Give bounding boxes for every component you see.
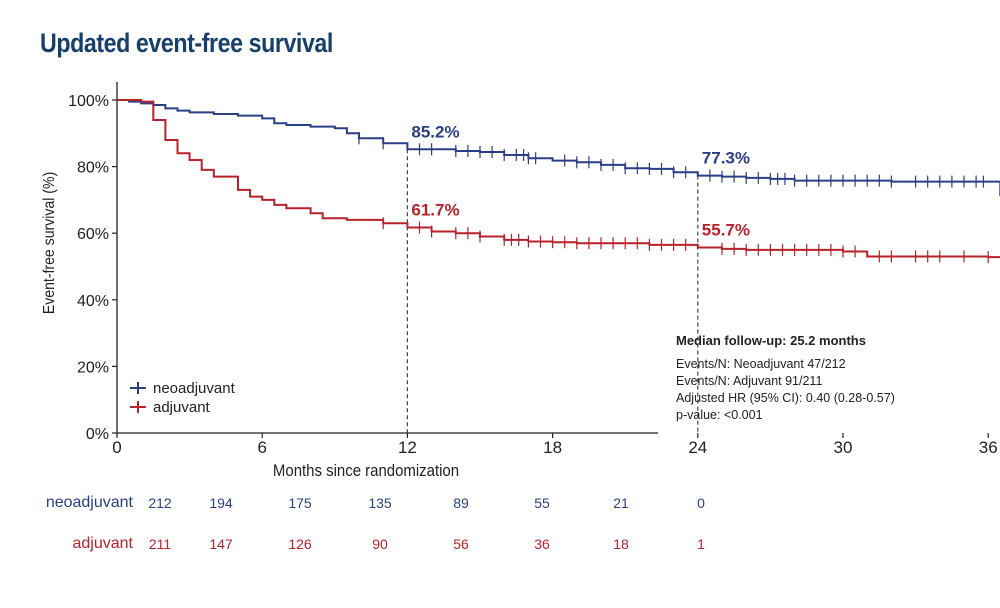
y-tick-label: 40% — [77, 293, 109, 310]
risk-cell: 21 — [613, 495, 629, 511]
survival-annotation: 77.3% — [702, 149, 750, 168]
risk-cell: 1 — [697, 536, 705, 552]
x-tick-label: 36 — [979, 438, 998, 457]
risk-cell: 18 — [613, 536, 629, 552]
x-tick-label: 12 — [398, 438, 417, 457]
risk-cell: 175 — [288, 495, 312, 511]
stats-line: Events/N: Adjuvant 91/211 — [676, 374, 823, 388]
survival-annotation: 61.7% — [411, 201, 459, 220]
risk-cell: 55 — [534, 495, 550, 511]
x-tick-label: 18 — [543, 438, 562, 457]
y-tick-label: 0% — [86, 426, 109, 443]
x-tick-label: 30 — [834, 438, 853, 457]
stats-panel: Median follow-up: 25.2 months Events/N: … — [676, 333, 895, 424]
risk-cell: 211 — [148, 536, 172, 552]
legend-label-neoadjuvant: neoadjuvant — [153, 380, 236, 397]
risk-cell: 135 — [368, 495, 392, 511]
risk-cell: 194 — [209, 495, 233, 511]
survival-annotation: 55.7% — [702, 221, 750, 240]
risk-cell: 56 — [453, 536, 469, 552]
x-tick-label: 6 — [257, 438, 266, 457]
risk-cell: 36 — [534, 536, 550, 552]
y-tick-label: 80% — [77, 160, 109, 177]
risk-row-label-adjuvant: adjuvant — [72, 535, 134, 552]
x-tick-label: 24 — [688, 438, 707, 457]
x-axis-label: Months since randomization — [273, 462, 459, 480]
legend-label-adjuvant: adjuvant — [153, 399, 211, 416]
median-follow-up: Median follow-up: 25.2 months — [676, 333, 866, 348]
y-tick-label: 60% — [77, 226, 109, 243]
risk-cell: 90 — [372, 536, 388, 552]
risk-cell: 147 — [209, 536, 233, 552]
x-tick-label: 0 — [112, 438, 121, 457]
stats-line: Events/N: Neoadjuvant 47/212 — [676, 357, 846, 371]
survival-annotation: 85.2% — [411, 122, 459, 141]
chart-title: Updated event-free survival — [40, 28, 333, 58]
risk-cell: 89 — [453, 495, 469, 511]
y-tick-label: 100% — [68, 93, 109, 110]
risk-cell: 212 — [148, 495, 172, 511]
risk-cell: 126 — [288, 536, 312, 552]
y-axis-label: Event-free survival (%) — [40, 172, 58, 314]
stats-line: Adjusted HR (95% CI): 0.40 (0.28-0.57) — [676, 391, 895, 405]
y-tick-label: 20% — [77, 359, 109, 376]
risk-cell: 0 — [697, 495, 705, 511]
stats-line: p-value: <0.001 — [676, 408, 763, 422]
risk-row-label-neoadjuvant: neoadjuvant — [45, 494, 133, 511]
